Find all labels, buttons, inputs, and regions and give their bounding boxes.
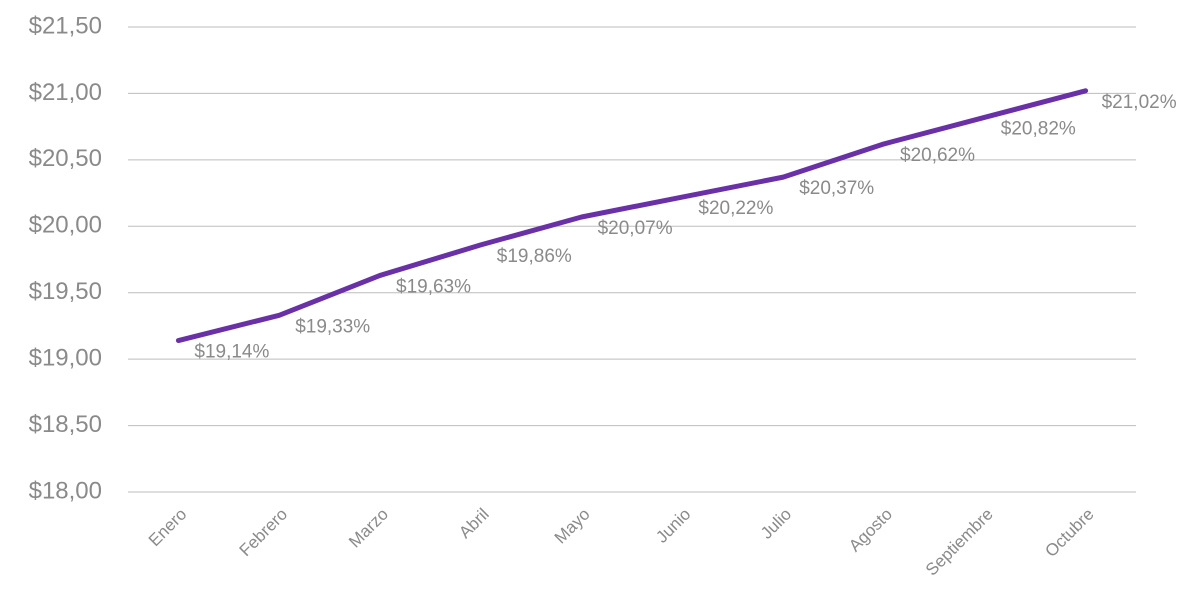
y-tick-label: $19,00 bbox=[29, 344, 102, 371]
y-tick-label: $21,00 bbox=[29, 79, 102, 106]
data-label: $19,14% bbox=[194, 342, 269, 363]
data-label: $19,86% bbox=[497, 246, 572, 267]
line bbox=[175, 88, 1089, 344]
x-tick-label: Enero bbox=[145, 505, 191, 551]
x-tick-label: Octubre bbox=[1041, 505, 1097, 561]
x-tick-label: Agosto bbox=[845, 505, 896, 556]
data-label: $20,07% bbox=[598, 218, 673, 239]
data-label: $19,33% bbox=[295, 316, 370, 337]
data-label: $20,37% bbox=[799, 178, 874, 199]
data-label: $20,22% bbox=[698, 198, 773, 219]
x-tick-label: Abril bbox=[455, 505, 492, 542]
y-tick-label: $18,50 bbox=[29, 411, 102, 438]
x-tick-label: Junio bbox=[652, 505, 694, 547]
data-label: $20,82% bbox=[1001, 118, 1076, 139]
y-tick-label: $21,50 bbox=[29, 12, 102, 39]
x-tick-label: Mayo bbox=[551, 505, 594, 548]
data-label: $19,63% bbox=[396, 276, 471, 297]
x-tick-label: Marzo bbox=[345, 505, 392, 552]
x-tick-label: Julio bbox=[757, 505, 795, 543]
x-tick-label: Septiembre bbox=[922, 505, 997, 580]
x-tick-label: Febrero bbox=[236, 505, 292, 561]
y-tick-label: $20,00 bbox=[29, 212, 102, 239]
y-tick-label: $19,50 bbox=[29, 278, 102, 305]
y-tick-label: $18,00 bbox=[29, 477, 102, 504]
y-tick-label: $20,50 bbox=[29, 145, 102, 172]
data-label: $21,02% bbox=[1102, 92, 1177, 113]
data-label: $20,62% bbox=[900, 145, 975, 166]
